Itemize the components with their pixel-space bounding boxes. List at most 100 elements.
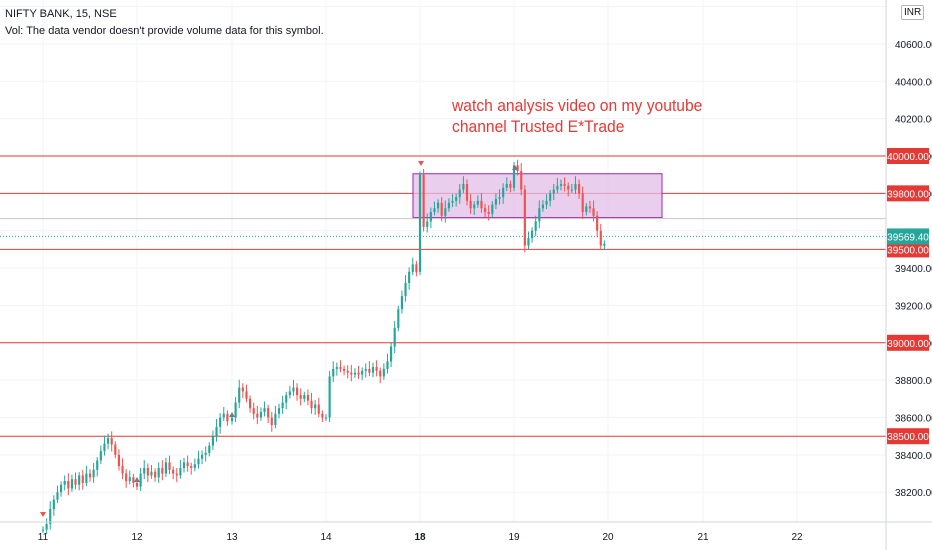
candle-body	[197, 458, 200, 465]
candle	[408, 267, 411, 290]
candle-body	[70, 479, 74, 489]
candle-body	[436, 202, 440, 209]
level-label-text: 40000.00	[887, 152, 929, 163]
candle-body	[168, 462, 171, 470]
time-tick-label: 11	[38, 532, 49, 543]
candle-body	[88, 473, 92, 478]
candle-body	[106, 438, 110, 444]
candle-body	[59, 484, 63, 493]
candle	[549, 189, 552, 207]
candle-body	[426, 221, 429, 227]
price-tick-label: 38600.00	[895, 414, 932, 425]
buy-marker	[134, 477, 140, 482]
candle-body	[588, 206, 592, 209]
candle-body	[494, 198, 498, 205]
candle-body	[208, 445, 211, 454]
signal-markers	[40, 161, 518, 517]
candle-body	[281, 402, 284, 409]
candle-body	[549, 193, 552, 201]
level-label-bg	[887, 241, 929, 258]
candle-body	[527, 238, 530, 246]
candle-body	[226, 413, 229, 422]
price-tick-label: 38400.00	[895, 451, 932, 462]
candle	[350, 364, 353, 382]
candle	[462, 176, 465, 193]
level-label-bg	[887, 148, 929, 164]
candle	[252, 402, 255, 420]
candle	[415, 260, 418, 277]
candle-body	[332, 368, 335, 377]
candle	[382, 363, 385, 380]
candle	[585, 203, 588, 216]
candle	[545, 194, 548, 210]
candle	[556, 178, 559, 193]
level-price-labels: 38500.00 39000.00 39500.00 39800.00 40000.00…	[887, 148, 929, 445]
candle-body	[328, 376, 331, 418]
candle	[389, 342, 393, 368]
current-price-bg	[887, 228, 929, 245]
candle-body	[364, 368, 367, 371]
candle	[317, 397, 320, 418]
candle	[469, 194, 472, 214]
chart-annotation[interactable]: watch analysis video on my youtube chann…	[452, 95, 702, 137]
candle-body	[541, 204, 545, 209]
candle	[128, 470, 131, 485]
candle-body	[429, 212, 432, 222]
candle-body	[103, 443, 106, 452]
candle	[476, 195, 479, 208]
candle-body	[74, 479, 77, 485]
candle	[270, 411, 273, 432]
candle-body	[267, 408, 270, 418]
candle	[509, 180, 512, 193]
candle	[335, 362, 338, 376]
candle	[418, 171, 422, 276]
candle-body	[56, 492, 59, 500]
candlestick-series	[41, 159, 606, 535]
candle	[285, 391, 288, 410]
candle	[117, 449, 121, 471]
candle-body	[117, 454, 121, 467]
symbol-title[interactable]: NIFTY BANK, 15, NSE	[5, 8, 117, 20]
candle	[502, 183, 505, 204]
candle-body	[440, 202, 443, 216]
candle-body	[346, 370, 349, 373]
candle	[143, 460, 146, 480]
candle	[139, 467, 142, 492]
candle	[567, 182, 570, 197]
candle-body	[342, 368, 346, 371]
candle-body	[505, 184, 508, 188]
candle-body	[567, 185, 570, 190]
candle-body	[563, 184, 566, 186]
candle	[328, 370, 331, 423]
buy-marker	[229, 412, 235, 417]
level-price-label: 40000.00	[887, 148, 929, 164]
candle-body	[150, 471, 153, 476]
candle	[458, 184, 461, 204]
currency-badge[interactable]: INR	[901, 5, 925, 20]
candle-body	[85, 473, 88, 483]
time-tick-label: 20	[602, 532, 614, 543]
candle-body	[230, 417, 234, 422]
candle	[96, 457, 99, 477]
price-tick-label: 40200.00	[895, 115, 932, 126]
candle	[400, 290, 404, 314]
candle	[465, 179, 469, 206]
candle	[85, 465, 88, 487]
candle-body	[603, 243, 606, 246]
candle	[110, 431, 113, 452]
candle	[429, 207, 432, 229]
candle	[157, 462, 160, 483]
candle	[455, 193, 458, 207]
candle-body	[164, 462, 168, 474]
candle-body	[121, 466, 124, 474]
candle-body	[502, 187, 505, 198]
candle-body	[263, 408, 266, 412]
annotation-line-1: watch analysis video on my youtube	[452, 96, 703, 115]
candle	[447, 198, 451, 212]
candle	[172, 466, 175, 480]
candle-body	[175, 473, 178, 476]
level-price-label: 38500.00	[887, 428, 929, 445]
candle	[234, 396, 237, 423]
candle	[226, 410, 229, 426]
